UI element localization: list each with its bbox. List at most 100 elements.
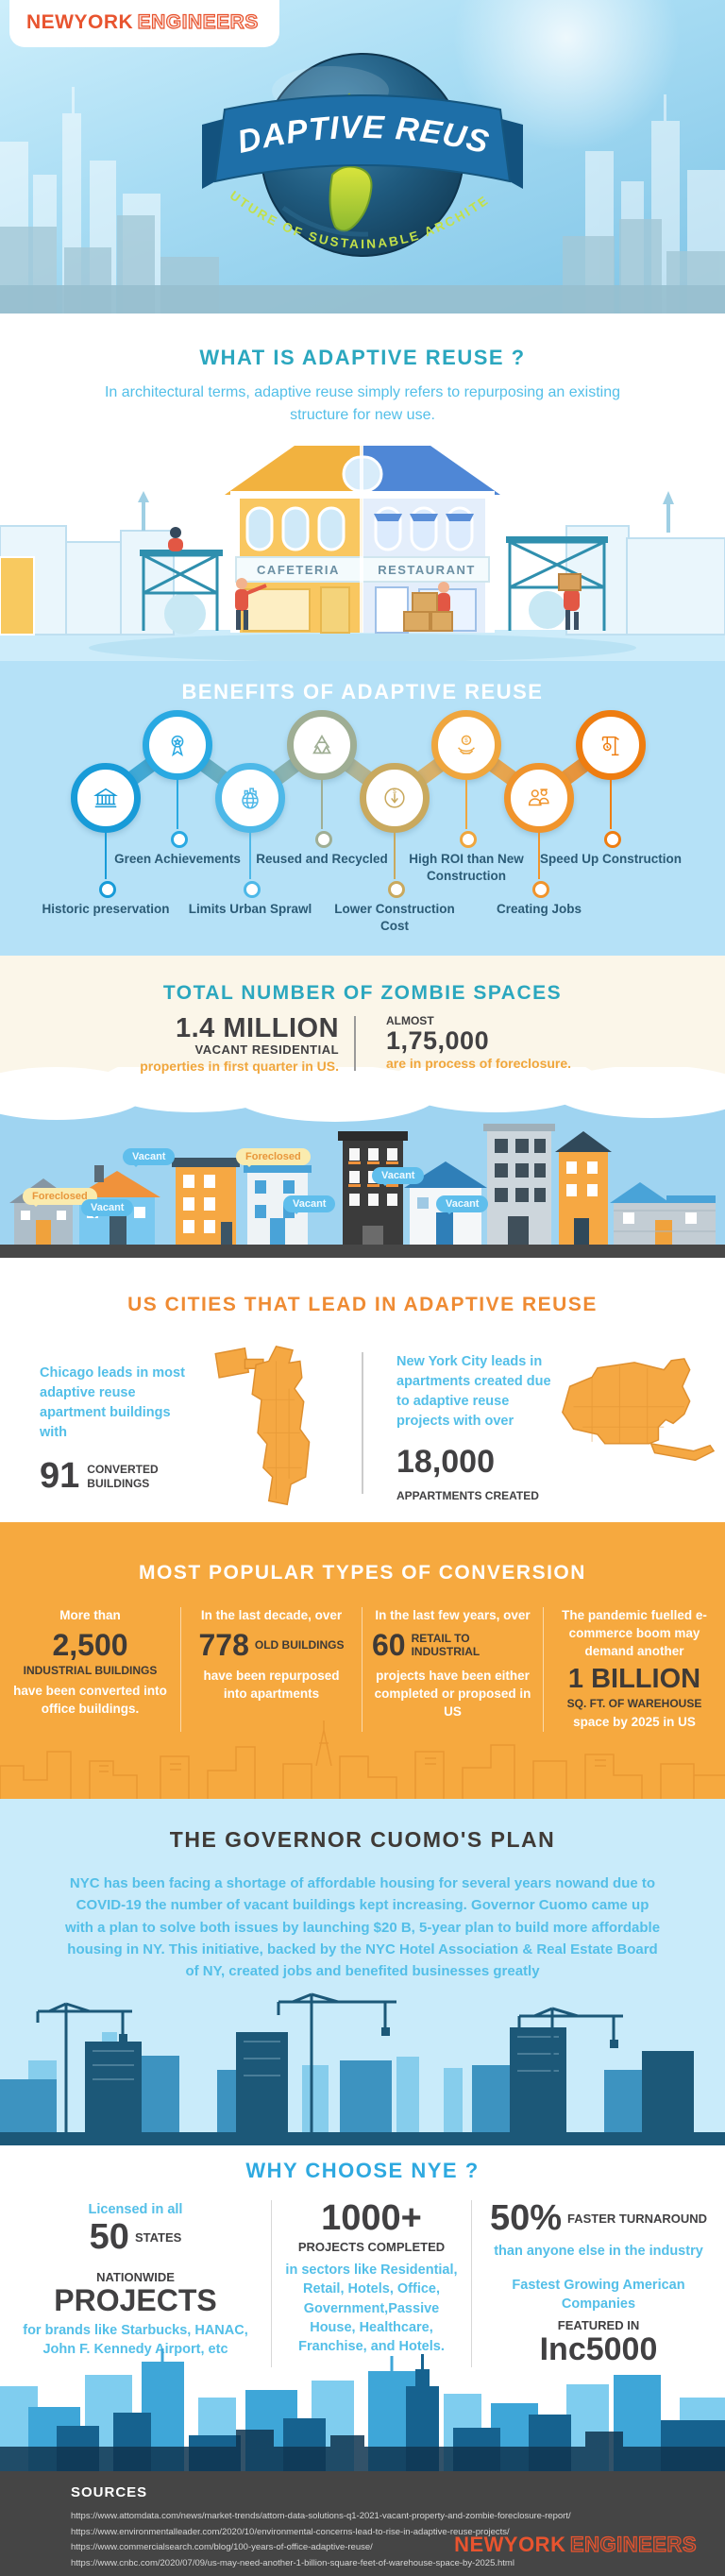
why-section: WHY CHOOSE NYE ? Licensed in all 50 STAT… (0, 2145, 725, 2471)
zombie-section: TOTAL NUMBER OF ZOMBIE SPACES 1.4 MILLIO… (0, 956, 725, 1258)
cuomo-heading: THE GOVERNOR CUOMO'S PLAN (169, 1827, 556, 1852)
status-bubble: Vacant (372, 1167, 425, 1186)
benefit-label: Speed Up Construction (539, 852, 682, 866)
status-bubble: Vacant (123, 1148, 176, 1167)
sources-list: https://www.attomdata.com/news/market-tr… (71, 2509, 571, 2572)
col-value-label: SQ. FT. OF WAREHOUSE (566, 1696, 702, 1710)
col3-featured-value: Inc5000 (539, 2331, 658, 2368)
what-is-body: In architectural terms, adaptive reuse s… (104, 384, 621, 423)
col-value-label: INDUSTRIAL BUILDINGS (23, 1664, 158, 1678)
brand-logo-right: ENGINEERS (137, 10, 259, 33)
svg-text:$: $ (464, 737, 468, 744)
cuomo-body: NYC has been facing a shortage of afford… (64, 1875, 661, 1979)
cities-section: US CITIES THAT LEAD IN ADAPTIVE REUSE Ch… (0, 1258, 725, 1522)
brand-logo-right: ENGINEERS (569, 2532, 697, 2556)
stat-value: 1.4 MILLION (175, 1013, 340, 1043)
col3-featured-label: FEATURED IN (557, 2317, 640, 2332)
source-link[interactable]: https://www.cnbc.com/2020/07/09/us-may-n… (71, 2557, 514, 2568)
col3-desc: than anyone else in the industry (494, 2243, 703, 2259)
skyline-outline-illustration (0, 1720, 725, 1799)
col1-mid-value: PROJECTS (54, 2283, 217, 2318)
col-value-label: RETAIL TO INDUSTRIAL (411, 1632, 481, 1659)
status-bubble: Vacant (436, 1195, 489, 1214)
col3-value-label: FASTER TURNAROUND (567, 2211, 708, 2226)
col-value: 778 (198, 1627, 249, 1662)
footer-brand-logo: NEWYORK ENGINEERS (454, 2532, 697, 2557)
zombie-stat-right: ALMOST 1,75,000 are in process of forecl… (356, 1014, 725, 1074)
col-pre: In the last few years, over (375, 1608, 531, 1622)
why-column-2: 1000+ PROJECTS COMPLETED in sectors like… (272, 2198, 472, 2367)
conversion-columns: More than 2,500 INDUSTRIAL BUILDINGS hav… (0, 1607, 725, 1732)
col-pre: The pandemic fuelled e-commerce boom may… (562, 1608, 707, 1658)
crane-icon (601, 736, 619, 756)
dollar-down-icon: $ (384, 788, 405, 808)
col-value-label: OLD BUILDINGS (254, 1638, 345, 1652)
benefit-label: Green Achievements (114, 852, 241, 866)
conversion-section: MOST POPULAR TYPES OF CONVERSION More th… (0, 1522, 725, 1799)
workers-icon (528, 788, 549, 806)
col2-desc: in sectors like Residential, Retail, Hot… (285, 2262, 458, 2355)
stat-qualifier: ALMOST (385, 1014, 434, 1027)
nyc-value: 18,000 (396, 1444, 495, 1481)
col-desc: have been repurposed into apartments (203, 1669, 340, 1701)
conversion-column: In the last few years, over 60 RETAIL TO… (362, 1607, 544, 1732)
why-column-1: Licensed in all 50 STATES NATIONWIDE PRO… (0, 2200, 272, 2367)
benefit-label: Reused and Recycled (256, 852, 388, 866)
benefit-label: Creating Jobs (496, 902, 582, 916)
medal-icon (171, 735, 184, 757)
why-column-3: 50% FASTER TURNAROUND than anyone else i… (472, 2198, 725, 2368)
recycle-icon (312, 734, 331, 754)
col-desc: projects have been either completed or p… (374, 1669, 531, 1719)
cuomo-section: THE GOVERNOR CUOMO'S PLAN NYC has been f… (0, 1799, 725, 2145)
chicago-value: 91 (40, 1456, 80, 1497)
construction-site-illustration (0, 1992, 725, 2145)
nyc-text-block: New York City leads in apartments create… (396, 1352, 557, 1503)
brand-logo-left: NEWYORK (454, 2533, 566, 2556)
benefit-label: Lower Construction Cost (334, 902, 455, 934)
stat-label: VACANT RESIDENTIAL (194, 1042, 340, 1058)
svg-text:$: $ (393, 788, 396, 795)
globe-city-icon (242, 788, 259, 809)
source-link[interactable]: https://www.attomdata.com/news/market-tr… (71, 2511, 571, 2521)
source-link[interactable]: https://www.commercialsearch.com/blog/10… (71, 2542, 373, 2553)
street-renovation-illustration: CAFETERIA RESTAURANT (0, 446, 725, 661)
benefit-label: Limits Urban Sprawl (188, 902, 312, 916)
conversion-column: More than 2,500 INDUSTRIAL BUILDINGS hav… (0, 1607, 181, 1732)
conversion-column: In the last decade, over 778 OLD BUILDIN… (181, 1607, 362, 1732)
nyc-text: New York City leads in apartments create… (396, 1354, 551, 1430)
city-skyline-illustration (0, 2348, 725, 2471)
cities-heading: US CITIES THAT LEAD IN ADAPTIVE REUSE (127, 1294, 598, 1315)
new-york-map (562, 1358, 716, 1462)
header-section: ADAPTIVE REUSE THE FUTURE OF SUSTAINABLE… (0, 0, 725, 314)
col-value: 1 BILLION (567, 1663, 701, 1694)
status-bubble: Vacant (81, 1199, 134, 1218)
clouds-illustration (0, 1067, 725, 1122)
col-value: 60 (372, 1627, 406, 1662)
col-pre: In the last decade, over (200, 1608, 343, 1622)
stat-divider (354, 1016, 356, 1071)
why-heading: WHY CHOOSE NYE ? (245, 2159, 480, 2182)
what-is-section: WHAT IS ADAPTIVE REUSE ? In architectura… (0, 314, 725, 661)
zombie-heading: TOTAL NUMBER OF ZOMBIE SPACES (162, 982, 563, 1004)
col-desc: have been converted into office building… (13, 1684, 167, 1717)
col3-value: 50% (489, 2198, 562, 2238)
col2-value: 1000+ (321, 2198, 422, 2238)
benefits-heading: BENEFITS OF ADAPTIVE REUSE (181, 680, 544, 703)
col1-desc: for brands like Starbucks, HANAC, John F… (23, 2323, 248, 2358)
sign-restaurant: RESTAURANT (378, 563, 476, 577)
zombie-header-band (0, 956, 725, 1076)
what-is-heading: WHAT IS ADAPTIVE REUSE ? (199, 346, 526, 369)
sign-cafeteria: CAFETERIA (257, 563, 340, 577)
benefit-label: High ROI than New Construction (409, 852, 524, 884)
col3-extra: Fastest Growing American Companies (512, 2278, 685, 2313)
source-link[interactable]: https://www.environmentalleader.com/2020… (71, 2526, 510, 2537)
benefits-section: BENEFITS OF ADAPTIVE REUSE Historic pres… (0, 661, 725, 956)
benefit-label: Historic preservation (42, 902, 170, 916)
status-bubble: Foreclosed (23, 1188, 97, 1207)
sources-heading: SOURCES (71, 2484, 148, 2500)
status-bubble: Foreclosed (236, 1148, 311, 1167)
zombie-stat-left: 1.4 MILLION VACANT RESIDENTIAL propertie… (0, 1013, 340, 1075)
col-desc: space by 2025 in US (573, 1714, 696, 1729)
zombie-stats: 1.4 MILLION VACANT RESIDENTIAL propertie… (0, 1013, 725, 1075)
